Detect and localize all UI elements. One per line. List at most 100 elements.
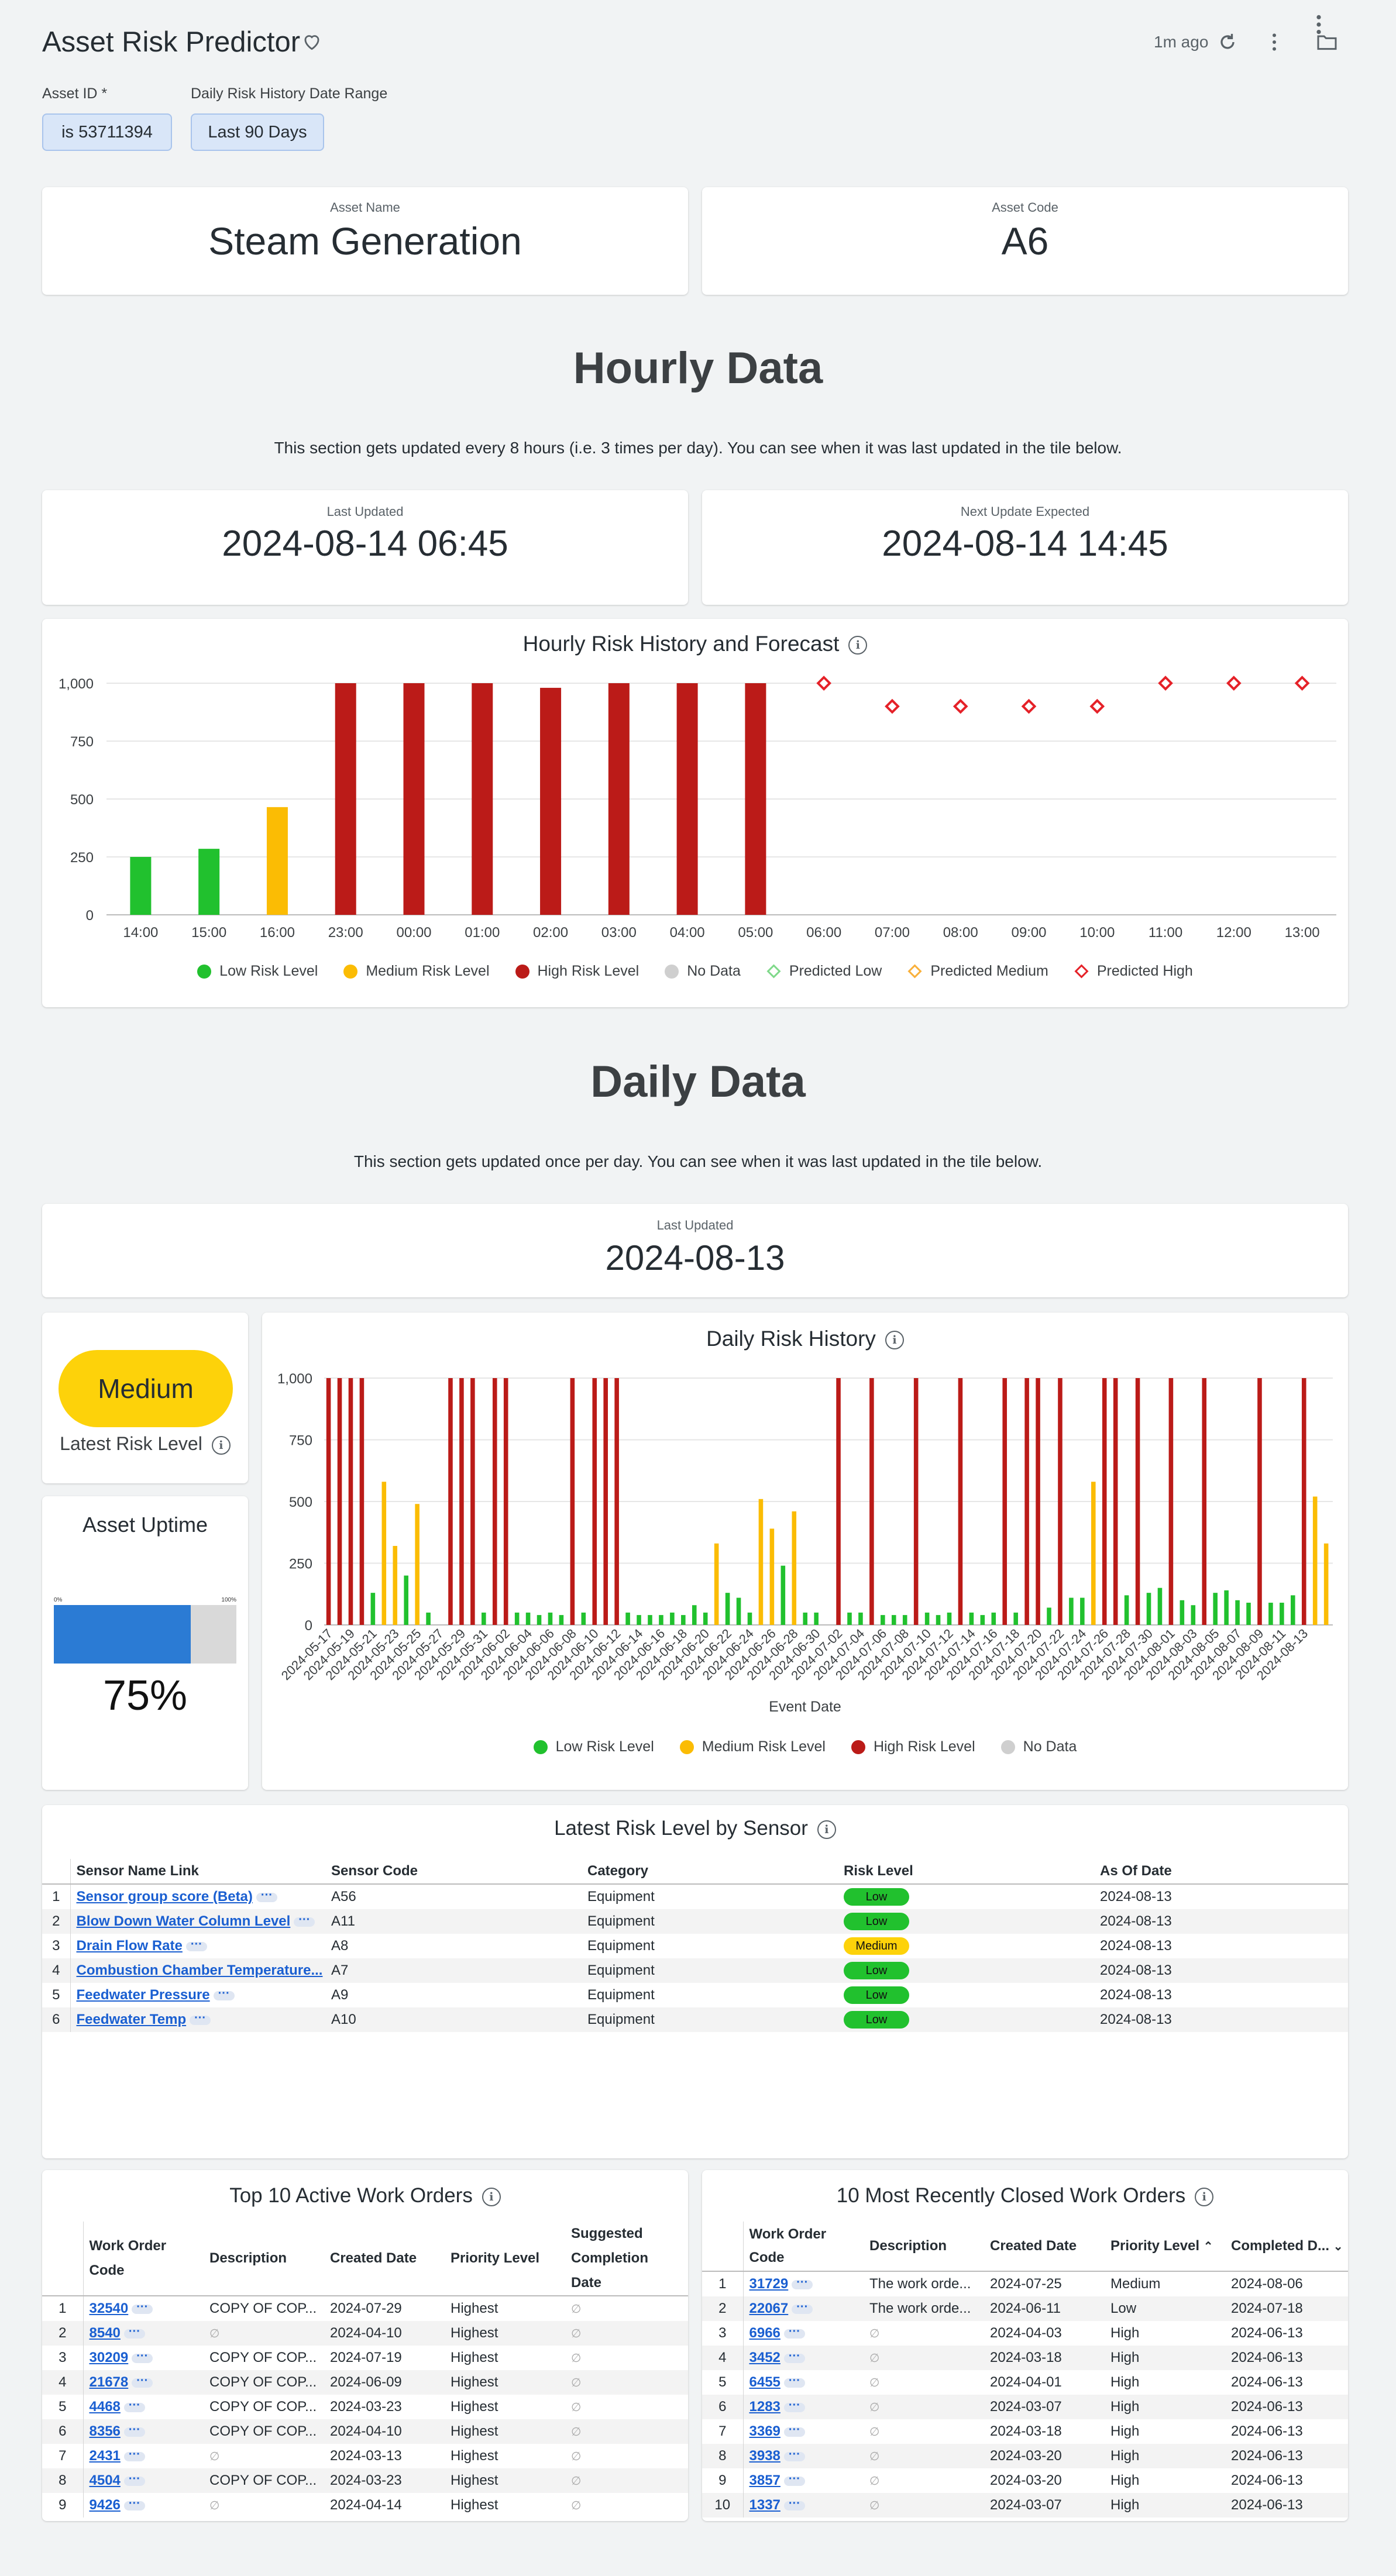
- work-order-code-cell[interactable]: 8356: [83, 2419, 204, 2444]
- daily-risk-bar[interactable]: [1202, 1378, 1207, 1625]
- work-order-code-cell[interactable]: 2431: [83, 2444, 204, 2468]
- daily-risk-bar[interactable]: [836, 1378, 841, 1625]
- daily-risk-bar[interactable]: [725, 1593, 730, 1625]
- column-header-suggested-completion-date[interactable]: Suggested Completion Date: [571, 2226, 648, 2291]
- legend-item[interactable]: Predicted High: [1074, 963, 1193, 980]
- work-order-code-cell[interactable]: 9426: [83, 2493, 204, 2518]
- daily-risk-bar[interactable]: [1058, 1378, 1063, 1625]
- work-order-link[interactable]: 3369: [749, 2423, 780, 2439]
- daily-risk-bar[interactable]: [1291, 1595, 1295, 1625]
- daily-risk-bar[interactable]: [1312, 1496, 1318, 1625]
- legend-item[interactable]: Medium Risk Level: [679, 1738, 826, 1755]
- column-header-created-date[interactable]: Created Date: [990, 2238, 1077, 2254]
- more-actions-icon[interactable]: [783, 2472, 805, 2486]
- sensor-name-link[interactable]: Sensor group score (Beta): [76, 1889, 253, 1905]
- work-order-link[interactable]: 1283: [749, 2399, 780, 2415]
- work-order-link[interactable]: 4504: [89, 2472, 121, 2488]
- hourly-prediction-point[interactable]: [1294, 676, 1310, 691]
- more-actions-icon[interactable]: [123, 2399, 145, 2412]
- daily-risk-bar[interactable]: [1002, 1378, 1008, 1625]
- work-order-link[interactable]: 22067: [749, 2301, 789, 2316]
- work-order-link[interactable]: 4468: [89, 2399, 121, 2415]
- legend-item[interactable]: Medium Risk Level: [343, 963, 490, 980]
- work-order-code-cell[interactable]: 3369: [743, 2419, 864, 2444]
- daily-risk-bar[interactable]: [847, 1612, 852, 1625]
- work-order-link[interactable]: 32540: [89, 2301, 129, 2316]
- daily-risk-bar[interactable]: [482, 1612, 486, 1625]
- daily-risk-bar[interactable]: [869, 1378, 874, 1625]
- work-order-code-cell[interactable]: 1337: [743, 2493, 864, 2518]
- info-icon[interactable]: i: [482, 2187, 501, 2206]
- hourly-prediction-point[interactable]: [885, 698, 900, 714]
- daily-risk-bar[interactable]: [1146, 1593, 1151, 1625]
- work-order-link[interactable]: 8540: [89, 2325, 121, 2341]
- column-header-priority-level[interactable]: Priority Level ⌃: [1105, 2222, 1225, 2271]
- daily-risk-bar[interactable]: [1235, 1600, 1240, 1625]
- legend-item[interactable]: Predicted Medium: [907, 963, 1048, 980]
- daily-risk-bar[interactable]: [780, 1565, 786, 1625]
- asset-id-filter-chip[interactable]: is 53711394: [42, 113, 172, 151]
- legend-item[interactable]: High Risk Level: [851, 1738, 975, 1755]
- more-actions-icon[interactable]: [132, 2350, 153, 2363]
- work-order-code-cell[interactable]: 3938: [743, 2444, 864, 2468]
- more-actions-icon[interactable]: [783, 2497, 805, 2510]
- hourly-risk-bar[interactable]: [335, 683, 356, 915]
- daily-risk-bar[interactable]: [525, 1612, 531, 1625]
- column-header-sensor-name[interactable]: Sensor Name Link: [76, 1863, 199, 1879]
- daily-risk-bar[interactable]: [1323, 1543, 1329, 1625]
- daily-risk-bar[interactable]: [991, 1612, 996, 1625]
- column-header-created-date[interactable]: Created Date: [330, 2250, 417, 2266]
- daily-risk-bar[interactable]: [381, 1482, 387, 1625]
- daily-risk-bar[interactable]: [559, 1615, 564, 1625]
- sensor-name-cell[interactable]: Feedwater Pressure: [70, 1983, 325, 2007]
- daily-risk-bar[interactable]: [736, 1597, 741, 1625]
- daily-risk-bar[interactable]: [958, 1378, 963, 1625]
- daily-risk-bar[interactable]: [1113, 1378, 1118, 1625]
- daily-risk-bar[interactable]: [703, 1612, 708, 1625]
- more-actions-icon[interactable]: [294, 1913, 315, 1927]
- daily-risk-bar[interactable]: [769, 1528, 775, 1625]
- work-order-code-cell[interactable]: 21678: [83, 2370, 204, 2395]
- daily-risk-bar[interactable]: [969, 1612, 974, 1625]
- column-header-description[interactable]: Description: [869, 2238, 947, 2254]
- info-icon[interactable]: i: [211, 1435, 231, 1455]
- work-order-code-cell[interactable]: 30209: [83, 2346, 204, 2370]
- hourly-risk-bar[interactable]: [130, 857, 152, 915]
- more-actions-icon[interactable]: [123, 2423, 145, 2437]
- work-order-link[interactable]: 1337: [749, 2497, 780, 2513]
- daily-risk-bar[interactable]: [503, 1378, 508, 1625]
- sensor-name-link[interactable]: Blow Down Water Column Level: [76, 1913, 291, 1929]
- daily-risk-bar[interactable]: [747, 1612, 752, 1625]
- daily-risk-bar[interactable]: [1080, 1597, 1085, 1625]
- daily-risk-bar[interactable]: [1191, 1605, 1196, 1625]
- daily-risk-bar[interactable]: [359, 1378, 365, 1625]
- sensor-name-link[interactable]: Feedwater Temp: [76, 2012, 187, 2027]
- column-header-description[interactable]: Description: [209, 2250, 287, 2266]
- daily-risk-bar[interactable]: [692, 1605, 697, 1625]
- daily-risk-bar[interactable]: [758, 1499, 764, 1625]
- daily-risk-bar[interactable]: [1268, 1603, 1273, 1625]
- work-order-link[interactable]: 31729: [749, 2276, 789, 2292]
- more-actions-icon[interactable]: [185, 1938, 207, 1951]
- work-order-code-cell[interactable]: 6455: [743, 2370, 864, 2395]
- daily-risk-bar[interactable]: [902, 1615, 907, 1625]
- daily-risk-bar[interactable]: [1280, 1603, 1284, 1625]
- work-order-link[interactable]: 2431: [89, 2448, 121, 2464]
- more-actions-icon[interactable]: [213, 1987, 235, 2000]
- sensor-name-link[interactable]: Drain Flow Rate: [76, 1938, 183, 1954]
- work-order-link[interactable]: 8356: [89, 2423, 121, 2439]
- daily-risk-bar[interactable]: [980, 1615, 985, 1625]
- legend-item[interactable]: High Risk Level: [515, 963, 639, 980]
- daily-risk-bar[interactable]: [470, 1378, 475, 1625]
- favorite-heart-icon[interactable]: [301, 30, 323, 53]
- column-header-as-of-date[interactable]: As Of Date: [1100, 1863, 1172, 1879]
- daily-risk-bar[interactable]: [936, 1615, 941, 1625]
- daily-risk-bar[interactable]: [448, 1378, 453, 1625]
- work-order-code-cell[interactable]: 6966: [743, 2321, 864, 2346]
- daily-risk-bar[interactable]: [1135, 1378, 1140, 1625]
- daily-risk-bar[interactable]: [1047, 1607, 1051, 1625]
- legend-item[interactable]: Predicted Low: [766, 963, 882, 980]
- more-actions-icon[interactable]: [792, 2301, 813, 2314]
- hourly-risk-bar[interactable]: [608, 683, 630, 915]
- work-order-code-cell[interactable]: 32540: [83, 2296, 204, 2321]
